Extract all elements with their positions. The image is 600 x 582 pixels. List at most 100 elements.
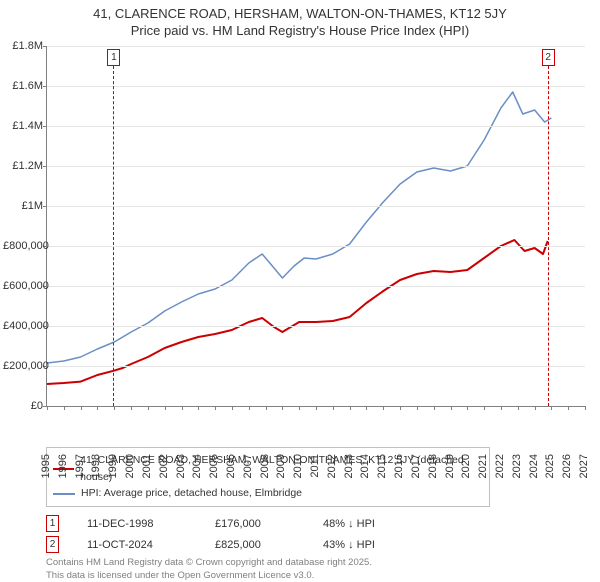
x-tick [568,406,569,410]
x-axis-label: 2018 [427,454,439,478]
x-axis-label: 2019 [444,454,456,478]
gridline [47,166,585,167]
x-tick [148,406,149,410]
event-marker-1: 1 [46,515,59,532]
x-axis-label: 2003 [175,454,187,478]
x-tick [47,406,48,410]
x-tick [333,406,334,410]
gridline [47,246,585,247]
x-axis-label: 1996 [57,454,69,478]
event-date-2: 11-OCT-2024 [87,539,187,551]
x-tick [81,406,82,410]
legend-label-2: HPI: Average price, detached house, Elmb… [81,485,302,502]
x-axis-label: 2024 [528,454,540,478]
y-tick [43,166,47,167]
y-tick [43,206,47,207]
x-axis-label: 2027 [578,454,590,478]
gridline [47,326,585,327]
x-tick [501,406,502,410]
event-price-1: £176,000 [215,518,295,530]
x-tick [266,406,267,410]
x-axis-label: 2017 [410,454,422,478]
attribution-footer: Contains HM Land Registry data © Crown c… [46,557,600,582]
x-axis-label: 2022 [494,454,506,478]
footer-line2: This data is licensed under the Open Gov… [46,570,314,581]
y-axis-label: £800,000 [3,240,43,252]
x-tick [417,406,418,410]
event-marker-2: 2 [46,536,59,553]
x-tick [518,406,519,410]
x-tick [282,406,283,410]
x-axis-label: 2010 [292,454,304,478]
x-axis-label: 2014 [359,454,371,478]
x-tick [467,406,468,410]
y-axis-label: £600,000 [3,280,43,292]
chart-marker-line-2 [548,66,549,405]
x-tick [114,406,115,410]
event-price-2: £825,000 [215,539,295,551]
chart-marker-1: 1 [107,49,120,66]
event-delta-1: 48% ↓ HPI [323,518,433,530]
x-tick [383,406,384,410]
chart-marker-2: 2 [542,49,555,66]
gridline [47,366,585,367]
x-axis-label: 2000 [124,454,136,478]
y-axis-label: £0 [3,400,43,412]
x-axis-label: 2016 [393,454,405,478]
x-tick [366,406,367,410]
series-price_paid [47,240,548,384]
x-axis-label: 2021 [477,454,489,478]
x-axis-label: 2023 [511,454,523,478]
y-axis-label: £1.4M [3,120,43,132]
x-axis-label: 1997 [74,454,86,478]
y-axis-label: £1M [3,200,43,212]
x-axis-label: 2013 [343,454,355,478]
gridline [47,206,585,207]
y-axis-label: £400,000 [3,320,43,332]
x-axis-label: 2012 [326,454,338,478]
x-tick [232,406,233,410]
event-row: 2 11-OCT-2024 £825,000 43% ↓ HPI [46,536,600,553]
x-tick [484,406,485,410]
chart-title: 41, CLARENCE ROAD, HERSHAM, WALTON-ON-TH… [0,0,600,40]
x-tick [97,406,98,410]
x-tick [585,406,586,410]
x-tick [299,406,300,410]
x-tick [400,406,401,410]
x-axis-label: 2001 [141,454,153,478]
y-axis-label: £200,000 [3,360,43,372]
x-tick [182,406,183,410]
x-axis-label: 1995 [40,454,52,478]
event-date-1: 11-DEC-1998 [87,518,187,530]
plot-region: £0£200,000£400,000£600,000£800,000£1M£1.… [46,46,585,407]
event-table: 1 11-DEC-1998 £176,000 48% ↓ HPI 2 11-OC… [46,515,600,553]
x-axis-label: 2007 [242,454,254,478]
x-axis-label: 2004 [191,454,203,478]
x-axis-label: 2020 [460,454,472,478]
x-axis-label: 2006 [225,454,237,478]
series-svg [47,46,585,406]
footer-line1: Contains HM Land Registry data © Crown c… [46,557,372,568]
x-axis-label: 2025 [544,454,556,478]
y-tick [43,46,47,47]
x-axis-label: 2026 [561,454,573,478]
y-tick [43,126,47,127]
x-tick [165,406,166,410]
title-line2: Price paid vs. HM Land Registry's House … [131,23,469,38]
y-axis-label: £1.8M [3,40,43,52]
x-axis-label: 2002 [158,454,170,478]
x-tick [215,406,216,410]
legend-item: HPI: Average price, detached house, Elmb… [53,485,483,502]
x-tick [249,406,250,410]
x-axis-label: 2009 [275,454,287,478]
x-tick [434,406,435,410]
y-axis-label: £1.2M [3,160,43,172]
chart-area: £0£200,000£400,000£600,000£800,000£1M£1.… [0,46,600,407]
x-axis-label: 1999 [107,454,119,478]
x-tick [551,406,552,410]
x-tick [198,406,199,410]
x-tick [451,406,452,410]
x-tick [316,406,317,410]
x-axis-label: 2005 [208,454,220,478]
title-line1: 41, CLARENCE ROAD, HERSHAM, WALTON-ON-TH… [93,6,507,21]
